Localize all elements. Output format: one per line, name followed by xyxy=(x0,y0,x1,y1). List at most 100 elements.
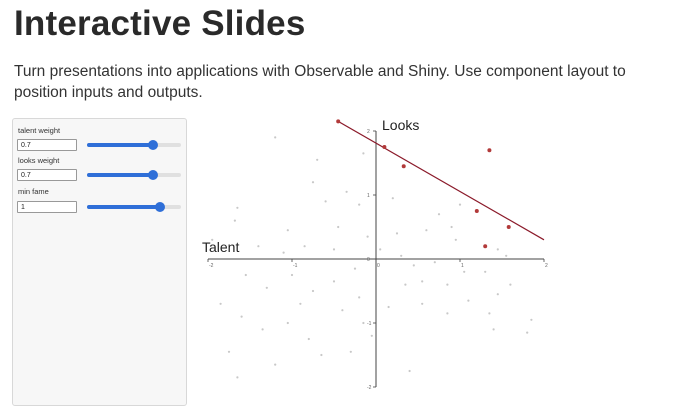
looks-weight-slider-handle[interactable] xyxy=(147,170,158,180)
scatter-point xyxy=(358,203,361,206)
scatter-point xyxy=(404,283,407,286)
x-tick-label: 2 xyxy=(545,263,548,269)
talent-weight-input[interactable] xyxy=(17,139,77,151)
scatter-point xyxy=(492,328,495,331)
scatter-point xyxy=(395,232,399,235)
talent-looks-scatter-plot: -2 -1 0 1 2 2 1 0 -1 -2 Talent Looks xyxy=(202,117,548,391)
scatter-point xyxy=(303,245,306,248)
scatter-point xyxy=(320,353,323,357)
scatter-point xyxy=(219,302,222,305)
scatter-point xyxy=(488,312,491,315)
scatter-point xyxy=(454,238,457,241)
scatter-point xyxy=(433,261,436,264)
scatter-point xyxy=(274,136,277,139)
scatter-point xyxy=(274,363,277,366)
controls-panel: talent weight looks weight min fame xyxy=(12,118,187,406)
scatter-point xyxy=(349,350,352,353)
y-tick-label: -2 xyxy=(367,385,372,391)
scatter-point xyxy=(458,203,462,206)
scatter-point xyxy=(341,309,344,312)
page-subtitle: Turn presentations into applications wit… xyxy=(14,63,626,101)
scatter-point xyxy=(526,331,529,334)
min-fame-slider[interactable] xyxy=(87,200,181,214)
scatter-point xyxy=(530,318,533,321)
looks-weight-slider[interactable] xyxy=(87,168,181,182)
scatter-point xyxy=(387,305,390,309)
scatter-point xyxy=(282,251,285,254)
scatter-point xyxy=(316,158,319,161)
selected-point xyxy=(401,164,406,169)
scatter-point xyxy=(311,289,315,293)
talent-weight-slider[interactable] xyxy=(87,138,181,152)
scatter-point xyxy=(366,235,369,238)
min-fame-slider-handle[interactable] xyxy=(155,202,166,212)
scatter-point xyxy=(408,369,411,373)
scatter-point xyxy=(261,328,264,331)
page-title: Interactive Slides xyxy=(14,4,306,43)
x-tick-label: 0 xyxy=(377,263,380,269)
scatter-point xyxy=(400,254,403,257)
talent-weight-label: talent weight xyxy=(18,126,61,135)
selected-point xyxy=(483,244,488,249)
y-axis-title: Looks xyxy=(382,117,419,133)
scatter-point xyxy=(421,302,424,305)
scatter-point xyxy=(345,190,348,193)
scatter-point xyxy=(496,248,499,251)
y-tick-label: 2 xyxy=(367,129,370,135)
scatter-point xyxy=(446,312,449,315)
scatter-point xyxy=(425,229,428,232)
selected-point xyxy=(382,145,387,149)
scatter-point xyxy=(227,350,231,353)
scatter-point xyxy=(265,286,268,289)
scatter-point xyxy=(311,181,315,184)
scatter-point xyxy=(299,302,302,305)
scatter-point xyxy=(446,283,449,286)
scatter-point xyxy=(307,337,310,341)
scatter-point xyxy=(421,280,424,283)
scatter-point xyxy=(240,315,243,318)
threshold-line xyxy=(337,120,545,241)
scatter-point xyxy=(484,270,487,273)
min-fame-input[interactable] xyxy=(17,201,77,213)
scatter-point xyxy=(324,200,327,203)
y-tick-label: 1 xyxy=(367,193,370,199)
scatter-point xyxy=(496,293,499,296)
scatter-point xyxy=(257,245,260,248)
y-tick-label: 0 xyxy=(367,257,370,263)
scatter-point xyxy=(509,283,512,286)
y-tick-label: -1 xyxy=(367,321,372,327)
selected-point xyxy=(487,148,492,153)
x-axis-title: Talent xyxy=(202,239,239,255)
scatter-point xyxy=(332,248,336,251)
scatter-point xyxy=(370,334,373,337)
looks-weight-label: looks weight xyxy=(18,156,60,165)
selected-point xyxy=(474,209,479,213)
scatter-point xyxy=(286,229,289,232)
scatter-point xyxy=(463,270,466,273)
scatter-point xyxy=(236,206,239,209)
scatter-point xyxy=(467,299,470,302)
scatter-point xyxy=(358,296,361,299)
scatter-point xyxy=(362,321,365,325)
scatter-point xyxy=(437,213,441,216)
scatter-point xyxy=(332,280,336,283)
scatter-point xyxy=(450,225,453,229)
scatter-point xyxy=(286,321,289,325)
min-fame-label: min fame xyxy=(18,187,49,196)
talent-weight-slider-handle[interactable] xyxy=(147,140,158,150)
scatter-point xyxy=(505,254,508,257)
scatter-point xyxy=(379,248,382,251)
scatter-point xyxy=(362,152,365,155)
scatter-point xyxy=(353,267,357,270)
x-tick-label: -2 xyxy=(209,263,214,269)
x-tick-label: -1 xyxy=(293,263,298,269)
scatter-point xyxy=(244,273,247,277)
scatter-point xyxy=(391,197,394,200)
looks-weight-input[interactable] xyxy=(17,169,77,181)
scatter-point xyxy=(211,238,214,241)
scatter-point xyxy=(412,264,415,267)
scatter-point xyxy=(337,225,340,229)
scatter-point xyxy=(236,376,239,379)
selected-point xyxy=(506,225,511,229)
scatter-point xyxy=(233,219,236,222)
